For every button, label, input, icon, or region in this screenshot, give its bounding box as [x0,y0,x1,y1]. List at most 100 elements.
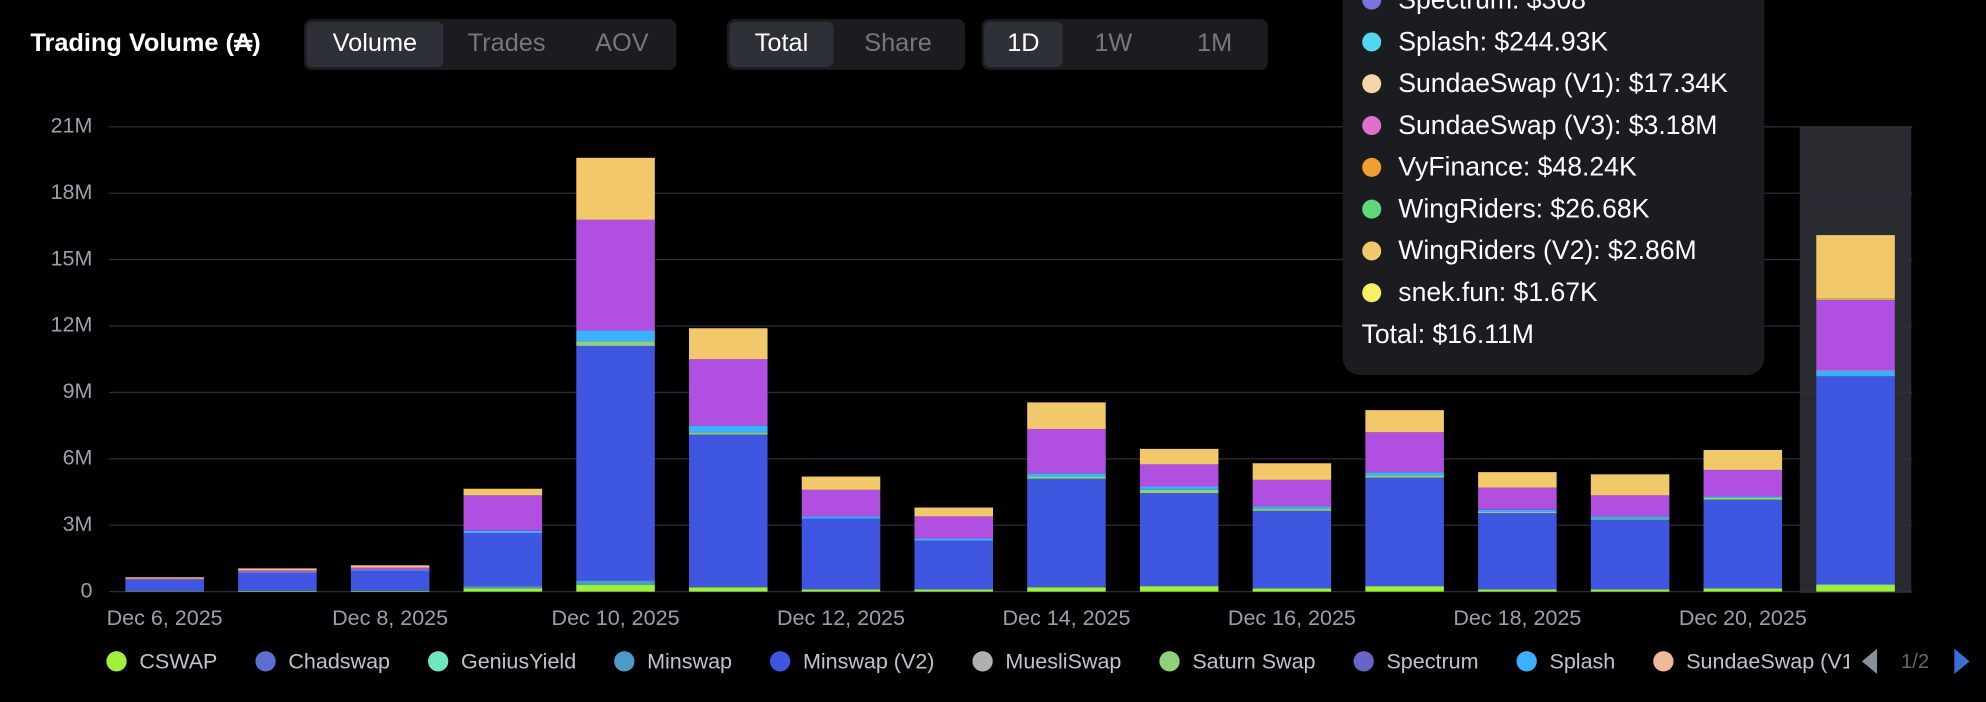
bar-segment [801,489,881,517]
bar-segment [1816,376,1895,584]
y-tick-label: 0 [80,578,92,602]
bar-segment [463,532,543,587]
x-tick-label: Dec 6, 2025 [107,606,223,630]
legend-label[interactable]: Minswap (V2) [803,649,935,673]
x-tick-label: Dec 18, 2025 [1453,606,1581,630]
bar-segment [689,587,768,592]
tooltip-item: snek.fun: $1.67K [1398,277,1598,307]
bar-segment [1027,473,1106,477]
bar-segment [914,540,993,590]
bar-segment [1478,589,1557,592]
bar-segment [125,578,204,580]
control-button[interactable]: Share [864,29,932,57]
bar-segment [463,495,543,531]
control-button[interactable]: AOV [595,29,649,57]
x-tick-label: Dec 16, 2025 [1228,606,1356,630]
x-tick-label: Dec 10, 2025 [552,606,680,630]
bar-segment [801,516,881,519]
bar-segment [576,330,655,342]
bar-segment [1703,499,1783,589]
bar-segment [1816,583,1895,586]
bar-segment [1703,449,1783,470]
legend-label[interactable]: SundaeSwap (V1) [1686,649,1861,673]
legend-swatch [106,651,127,672]
y-tick-label: 15M [51,246,93,270]
legend-next[interactable] [1954,648,1970,674]
tooltip-total: Total: $16.11M [1362,319,1534,349]
legend-swatch [972,651,993,672]
legend-label[interactable]: Minswap [647,649,732,673]
bar-segment [576,341,655,346]
tooltip-dot [1362,241,1382,261]
bar-segment [463,488,543,496]
bar-segment [350,571,430,591]
control-button[interactable]: 1M [1197,29,1232,57]
bar-segment [238,572,317,574]
bar-segment [1816,300,1895,371]
control-button[interactable]: Volume [333,29,417,57]
legend-label[interactable]: Spectrum [1386,649,1478,673]
control-button[interactable]: 1W [1094,29,1132,57]
tooltip-dot [1362,0,1382,10]
tooltip-dot [1362,116,1382,136]
bar-segment [1139,448,1219,465]
bar-segment [1478,509,1557,512]
bar-segment [576,157,655,220]
bar-segment [1139,489,1219,494]
tooltip: Spectrum: $308 Splash: $244.93K SundaeSwap… [1342,0,1765,376]
bar-segment [914,507,993,517]
bar-segment [1252,588,1332,592]
control-button[interactable]: Total [755,29,809,57]
legend-swatch [1516,651,1537,672]
legend-swatch [1353,651,1374,672]
legend-label[interactable]: Saturn Swap [1192,649,1315,673]
bar-segment [1252,508,1332,511]
tooltip-item: SundaeSwap (V3): $3.18M [1398,110,1717,140]
bar-segment [1703,497,1783,500]
legend-label[interactable]: GeniusYield [461,649,576,673]
tooltip-item: WingRiders: $26.68K [1398,193,1649,223]
bar-segment [350,590,430,592]
legend-label[interactable]: CSWAP [139,649,217,673]
bar-segment [1816,585,1895,592]
bar-segment [1027,476,1106,479]
bar-segment [1027,587,1106,592]
bar-segment [1252,510,1332,589]
bar-segment [350,565,430,568]
bar-segment [1027,478,1106,588]
legend-label[interactable]: Chadswap [288,649,390,673]
x-tick-label: Dec 14, 2025 [1002,606,1130,630]
y-tick-label: 12M [51,313,93,337]
bar-segment [1478,513,1557,590]
bar-segment [1139,493,1219,587]
tooltip-dot [1362,74,1382,94]
bar-segment [1139,486,1219,490]
bar-segment [1139,586,1219,592]
bar-segment [1139,464,1219,487]
x-tick-label: Dec 12, 2025 [777,606,905,630]
y-tick-label: 9M [63,379,93,403]
control-button[interactable]: Trades [468,29,546,57]
legend-label[interactable]: MuesliSwap [1005,649,1121,673]
legend-prev[interactable] [1861,648,1878,674]
bar-segment [1365,472,1444,476]
bar-segment [1252,463,1332,480]
bar-segment [1590,495,1670,517]
bar-segment [914,538,993,541]
bar-segment [1816,299,1895,301]
legend-swatch [255,651,276,672]
bar-segment [1816,298,1895,300]
legend-label[interactable]: Splash [1549,649,1615,673]
x-tick-label: Dec 20, 2025 [1679,606,1807,630]
bar-segment [689,434,768,588]
tooltip-dot [1362,157,1382,177]
bar-segment [238,570,317,573]
bar-segment [1816,370,1895,377]
bar-segment [1365,475,1444,478]
bar-segment [1590,516,1670,519]
control-active [984,21,1063,68]
control-button[interactable]: 1D [1007,29,1039,57]
bar-segment [463,586,543,589]
